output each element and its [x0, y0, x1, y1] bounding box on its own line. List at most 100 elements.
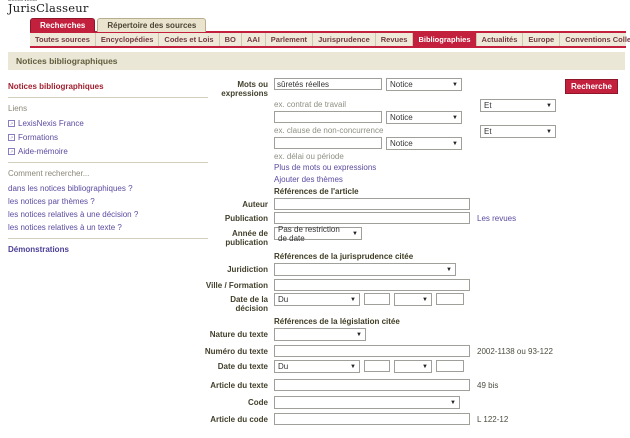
auteur-label: Auteur: [242, 200, 268, 209]
keywords-input-1[interactable]: [274, 78, 382, 90]
sidebar: Notices bibliographiques Liens ↗ LexisNe…: [8, 82, 208, 254]
scope-select-1[interactable]: Notice ▼: [386, 78, 462, 91]
ville-formation-input[interactable]: [274, 279, 470, 291]
chevron-down-icon: ▼: [422, 296, 428, 303]
scope-select-3-value: Notice: [390, 139, 413, 148]
chevron-down-icon: ▼: [356, 331, 362, 338]
menu-item-toutes-sources[interactable]: Toutes sources: [30, 33, 96, 46]
scope-select-3[interactable]: Notice ▼: [386, 137, 462, 150]
code-select[interactable]: ▼: [274, 396, 460, 409]
article-code-hint: L 122-12: [477, 415, 509, 424]
menu-item-revues[interactable]: Revues: [376, 33, 414, 46]
date-decision-year-input[interactable]: [436, 293, 464, 305]
how-to-heading: Comment rechercher...: [8, 169, 90, 178]
numero-texte-label: Numéro du texte: [204, 347, 268, 356]
external-link-icon: ↗: [8, 134, 15, 141]
chevron-down-icon: ▼: [452, 140, 458, 147]
numero-texte-hint: 2002-1138 ou 93-122: [477, 347, 553, 356]
nature-texte-select[interactable]: ▼: [274, 328, 366, 341]
keywords-example-3: ex. délai ou période: [274, 152, 344, 161]
chevron-down-icon: ▼: [452, 81, 458, 88]
chevron-down-icon: ▼: [352, 230, 358, 237]
more-words-link[interactable]: Plus de mots ou expressions: [274, 163, 377, 172]
publication-input[interactable]: [274, 212, 470, 224]
chevron-down-icon: ▼: [422, 363, 428, 370]
date-texte-month-select[interactable]: ▼: [394, 360, 432, 373]
date-texte-du-select[interactable]: Du ▼: [274, 360, 360, 373]
sidebar-link-lexisnexis-france[interactable]: ↗ LexisNexis France: [8, 119, 208, 128]
external-link-icon: ↗: [8, 120, 15, 127]
date-texte-du-value: Du: [278, 362, 289, 371]
keywords-example-1: ex. contrat de travail: [274, 100, 347, 109]
scope-select-2[interactable]: Notice ▼: [386, 111, 462, 124]
how-link-notices-decision[interactable]: les notices relatives à une décision ?: [8, 210, 139, 219]
menu-item-parlement[interactable]: Parlement: [266, 33, 314, 46]
date-texte-label: Date du texte: [217, 362, 268, 371]
date-texte-day-input[interactable]: [364, 360, 390, 372]
sidebar-link-aide-memoire[interactable]: ↗ Aide-mémoire: [8, 147, 208, 156]
menu-item-codes-et-lois[interactable]: Codes et Lois: [159, 33, 220, 46]
liens-heading: Liens: [8, 104, 28, 113]
article-texte-hint: 49 bis: [477, 381, 499, 390]
search-form: Mots ou expressions Notice ▼ ex. contrat…: [200, 78, 630, 425]
les-revues-link[interactable]: Les revues: [477, 214, 517, 223]
date-texte-year-input[interactable]: [436, 360, 464, 372]
how-link-notices-par-themes[interactable]: les notices par thèmes ?: [8, 197, 95, 206]
operator-select-2[interactable]: Et ▼: [480, 125, 556, 138]
annee-publication-select[interactable]: Pas de restriction de date ▼: [274, 224, 362, 243]
nature-texte-label: Nature du texte: [209, 330, 268, 339]
search-button[interactable]: Recherche: [565, 79, 618, 94]
chevron-down-icon: ▼: [446, 266, 452, 273]
section-title-article: Références de l'article: [274, 187, 359, 196]
divider: [8, 162, 208, 163]
divider: [8, 97, 208, 98]
code-label: Code: [248, 398, 268, 407]
numero-texte-input[interactable]: [274, 345, 470, 357]
menu-item-encyclopedies[interactable]: Encyclopédies: [96, 33, 160, 46]
brand-title: JurisClasseur: [8, 1, 89, 15]
juridiction-select[interactable]: ▼: [274, 263, 456, 276]
menu-item-aai[interactable]: AAI: [242, 33, 266, 46]
menu-item-bo[interactable]: BO: [220, 33, 242, 46]
sidebar-link-label: Formations: [18, 133, 59, 142]
how-link-notices-texte[interactable]: les notices relatives à un texte ?: [8, 223, 122, 232]
tab-repertoire-des-sources[interactable]: Répertoire des sources: [97, 18, 207, 32]
menu-item-actualites[interactable]: Actualités: [477, 33, 524, 46]
menu-item-jurisprudence[interactable]: Jurisprudence: [313, 33, 376, 46]
date-decision-month-select[interactable]: ▼: [394, 293, 432, 306]
scope-select-2-value: Notice: [390, 113, 413, 122]
chevron-down-icon: ▼: [546, 128, 552, 135]
date-decision-du-select[interactable]: Du ▼: [274, 293, 360, 306]
external-link-icon: ↗: [8, 148, 15, 155]
date-decision-label: Date de la décision: [230, 295, 268, 313]
date-decision-day-input[interactable]: [364, 293, 390, 305]
tab-recherches[interactable]: Recherches: [30, 18, 96, 32]
section-title-jurisprudence: Références de la jurisprudence citée: [274, 252, 414, 261]
brand-logo: LexisNexis· JurisClasseur: [8, 0, 89, 15]
menu-item-bibliographies[interactable]: Bibliographies: [413, 33, 477, 46]
keywords-input-3[interactable]: [274, 137, 382, 149]
juridiction-label: Juridiction: [227, 265, 268, 274]
page-title-bar: Notices bibliographiques: [8, 52, 625, 70]
how-link-notices-bibliographiques[interactable]: dans les notices bibliographiques ?: [8, 184, 133, 193]
keywords-label: Mots ou expressions: [221, 80, 268, 98]
sources-menubar: Toutes sources Encyclopédies Codes et Lo…: [30, 31, 630, 48]
menu-item-conventions-collectives[interactable]: Conventions Collectives: [560, 33, 630, 46]
chevron-down-icon: ▼: [350, 363, 356, 370]
article-texte-input[interactable]: [274, 379, 470, 391]
annee-publication-value: Pas de restriction de date: [278, 224, 340, 243]
menu-item-europe[interactable]: Europe: [523, 33, 561, 46]
operator-select-2-value: Et: [484, 127, 492, 136]
article-code-input[interactable]: [274, 413, 470, 425]
auteur-input[interactable]: [274, 198, 470, 210]
operator-select-1[interactable]: Et ▼: [480, 99, 556, 112]
sidebar-link-formations[interactable]: ↗ Formations: [8, 133, 208, 142]
chevron-down-icon: ▼: [350, 296, 356, 303]
publication-label: Publication: [224, 214, 268, 223]
add-themes-link[interactable]: Ajouter des thèmes: [274, 175, 343, 184]
keywords-input-2[interactable]: [274, 111, 382, 123]
scope-select-1-value: Notice: [390, 80, 413, 89]
demonstrations-link[interactable]: Démonstrations: [8, 245, 69, 254]
main-tabs: Recherches Répertoire des sources: [30, 18, 207, 32]
